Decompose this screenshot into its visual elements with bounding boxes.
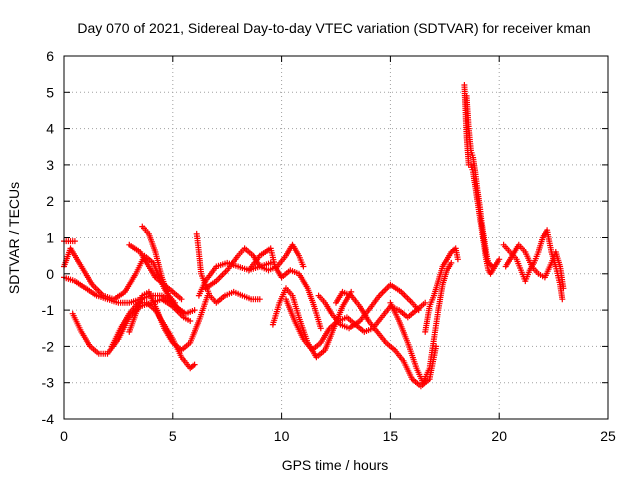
- series-track-17: [387, 259, 455, 386]
- data-point: [496, 256, 503, 263]
- grid-lines: [64, 56, 608, 419]
- x-axis-label: GPS time / hours: [282, 457, 389, 473]
- series-track-8: [139, 223, 178, 306]
- data-point: [300, 263, 307, 270]
- data-point: [415, 307, 422, 314]
- data-points: [61, 82, 567, 390]
- data-point: [454, 256, 461, 263]
- y-tick-label: -2: [42, 338, 55, 354]
- y-axis-ticks: -4 -3 -2 -1 0 1 2 3 4 5 6: [42, 48, 608, 427]
- x-tick-label: 15: [383, 428, 399, 444]
- y-tick-label: 1: [46, 230, 54, 246]
- y-tick-label: 5: [46, 84, 54, 100]
- y-tick-label: -1: [42, 302, 55, 318]
- y-tick-label: 0: [46, 266, 54, 282]
- x-tick-label: 10: [274, 428, 290, 444]
- series-track-11: [202, 241, 307, 292]
- data-point: [448, 259, 455, 266]
- x-tick-label: 5: [169, 428, 177, 444]
- data-point: [256, 296, 263, 303]
- x-tick-label: 0: [60, 428, 68, 444]
- y-tick-label: -3: [42, 375, 55, 391]
- data-point: [71, 238, 78, 245]
- series-track-6: [126, 288, 211, 353]
- data-point: [191, 361, 198, 368]
- data-point: [172, 299, 178, 306]
- y-tick-label: 3: [46, 157, 54, 173]
- chart-title: Day 070 of 2021, Sidereal Day-to-day VTE…: [77, 20, 590, 36]
- data-point: [178, 296, 185, 303]
- data-point: [489, 263, 496, 270]
- series-track-12: [246, 245, 324, 332]
- data-point: [191, 307, 198, 314]
- data-point: [267, 259, 274, 266]
- y-tick-label: 6: [46, 48, 54, 64]
- data-point: [560, 285, 567, 292]
- y-tick-label: -4: [42, 411, 55, 427]
- data-point: [559, 296, 566, 303]
- x-axis-ticks: 0 5 10 15 20 25: [60, 56, 616, 444]
- series-track-18: [422, 245, 461, 335]
- data-point: [422, 299, 429, 306]
- data-point: [317, 325, 324, 332]
- x-tick-label: 25: [600, 428, 616, 444]
- series-track-20: [463, 92, 496, 270]
- y-axis-label: SDTVAR / TECUs: [6, 182, 22, 294]
- series-track-22: [502, 241, 567, 292]
- data-point: [187, 318, 194, 324]
- x-tick-label: 20: [491, 428, 507, 444]
- y-tick-label: 2: [46, 193, 54, 209]
- y-tick-label: 4: [46, 121, 54, 137]
